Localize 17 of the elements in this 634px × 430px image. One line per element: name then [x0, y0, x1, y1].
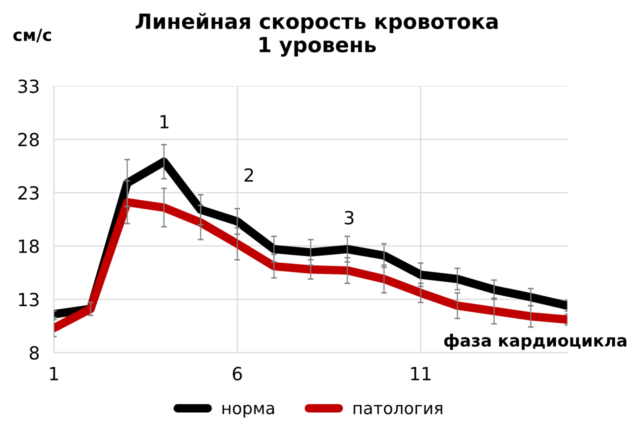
x-tick-label: 1 [50, 367, 58, 380]
legend-label: норма [222, 404, 274, 418]
y-axis-title: см/с [13, 28, 52, 42]
chart-title: Линейная скорость кровотока 1 уровень [136, 12, 498, 57]
annotation: 1 [160, 115, 168, 128]
y-tick-label: 23 [18, 186, 39, 200]
x-axis-title: фаза кардиоцикла [444, 334, 626, 350]
legend-label: патология [354, 404, 442, 414]
x-tick-label: 6 [232, 366, 242, 380]
y-tick-label: 18 [19, 239, 39, 254]
annotation: 2 [244, 168, 253, 182]
y-tick-label: 8 [30, 346, 39, 360]
x-tick-label: 11 [411, 367, 431, 380]
y-tick-label: 28 [18, 132, 39, 146]
y-tick-label: 33 [18, 79, 39, 94]
annotation: 3 [344, 210, 354, 225]
y-tick-label: 13 [19, 292, 39, 306]
